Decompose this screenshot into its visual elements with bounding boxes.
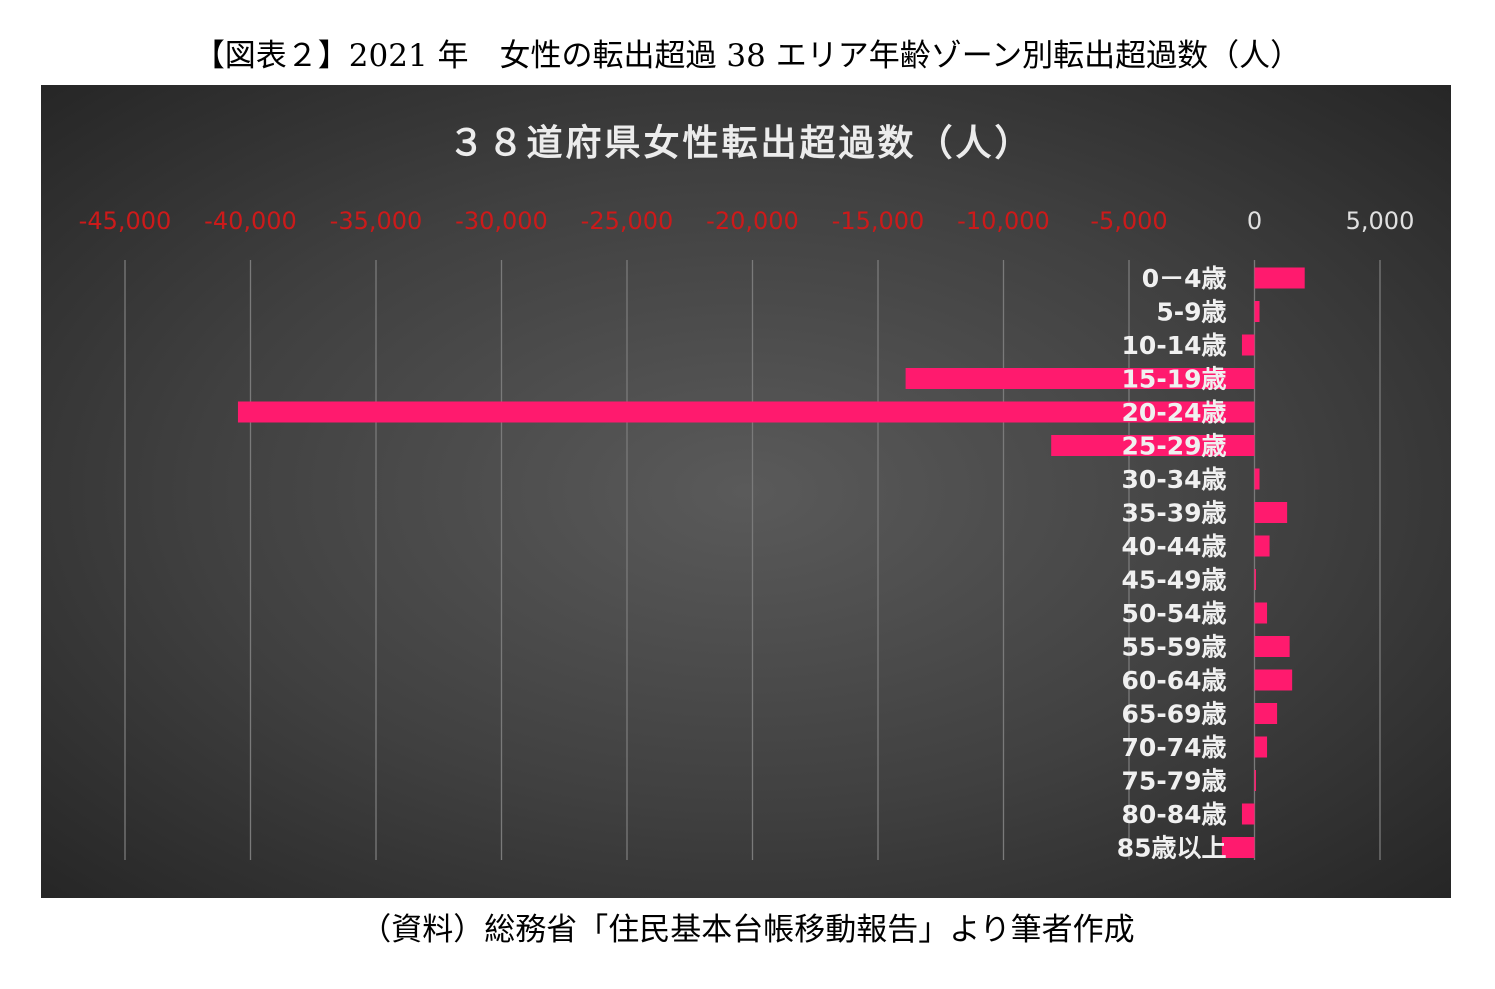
category-label: 40‐44歳 [1122, 532, 1227, 561]
bar [1254, 636, 1290, 657]
x-tick-label: 5,000 [1346, 207, 1415, 235]
x-tick-label: -25,000 [581, 207, 674, 235]
bar [1254, 535, 1270, 557]
bar [1254, 736, 1268, 758]
bar [1241, 334, 1255, 356]
category-label: 25-29歳 [1122, 432, 1227, 461]
x-tick-label: -40,000 [204, 207, 297, 235]
bar [1254, 267, 1305, 289]
chart-panel: -45,000 -40,000 -35,000 -30,000 -25,000 -20,0… [41, 85, 1451, 898]
bar [1254, 569, 1256, 590]
category-label: 50-54歳 [1122, 599, 1227, 628]
category-label: 75-79歳 [1122, 767, 1227, 796]
category-label: 55-59歳 [1122, 633, 1227, 662]
bar [1254, 602, 1268, 624]
category-label: 70-74歳 [1122, 733, 1227, 762]
bar [1254, 703, 1278, 724]
category-label: 60-64歳 [1122, 666, 1227, 695]
x-tick-label: -30,000 [455, 207, 548, 235]
category-label: 5-9歳 [1156, 298, 1226, 327]
x-tick-label: -35,000 [330, 207, 423, 235]
bars [237, 267, 1305, 858]
x-tick-label: -20,000 [706, 207, 799, 235]
category-label: 0－4歳 [1142, 264, 1227, 293]
bar [1254, 669, 1293, 691]
x-tick-label: 0 [1247, 207, 1262, 235]
category-labels: 0－4歳 5-9歳 10-14歳 15-19歳 20‐24歳 25-29歳 30‐34歳 35… [1117, 264, 1227, 863]
x-axis-ticks: -45,000 -40,000 -35,000 -30,000 -25,000 -20,0… [79, 207, 1415, 235]
bar [1241, 803, 1255, 825]
bar [1254, 770, 1256, 791]
page-title: 【図表２】2021 年 女性の転出超過 38 エリア年齢ゾーン別転出超過数（人） [193, 38, 1302, 74]
category-label: 10-14歳 [1122, 331, 1227, 360]
bar [237, 401, 1255, 423]
category-label: 80‐84歳 [1122, 800, 1227, 829]
bar [1051, 435, 1255, 456]
bar [905, 368, 1255, 389]
gridlines [124, 260, 1381, 860]
x-tick-label: -45,000 [79, 207, 172, 235]
chart-title: ３８道府県女性転出超過数（人） [448, 122, 1033, 164]
category-label: 45-49歳 [1122, 566, 1227, 595]
category-label: 35-39歳 [1122, 499, 1227, 528]
source-note: （資料）総務省「住民基本台帳移動報告」より筆者作成 [360, 912, 1135, 948]
category-label: 85歳以上 [1117, 834, 1227, 863]
category-label: 15-19歳 [1122, 365, 1227, 394]
bar [1254, 468, 1260, 490]
x-tick-label: -10,000 [957, 207, 1050, 235]
bar [1254, 301, 1260, 322]
category-label: 65-69歳 [1122, 700, 1227, 729]
x-tick-label: -5,000 [1090, 207, 1167, 235]
bar-chart: -45,000 -40,000 -35,000 -30,000 -25,000 -20,0… [79, 122, 1415, 863]
bar [1221, 837, 1255, 858]
category-label: 30‐34歳 [1122, 465, 1227, 494]
category-label: 20‐24歳 [1122, 398, 1227, 427]
x-tick-label: -15,000 [832, 207, 925, 235]
bar [1254, 502, 1288, 523]
